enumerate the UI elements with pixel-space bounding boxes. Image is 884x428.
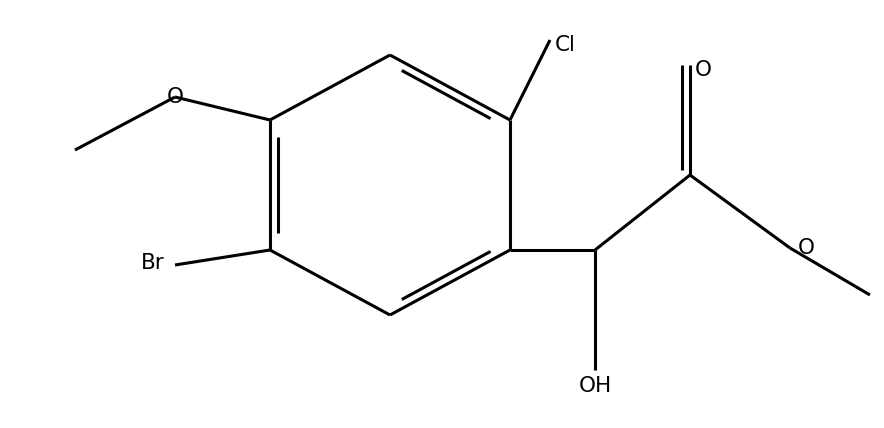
Text: Cl: Cl — [555, 35, 575, 55]
Text: O: O — [695, 60, 712, 80]
Text: O: O — [166, 87, 184, 107]
Text: Br: Br — [141, 253, 165, 273]
Text: OH: OH — [578, 376, 612, 396]
Text: O: O — [798, 238, 815, 258]
